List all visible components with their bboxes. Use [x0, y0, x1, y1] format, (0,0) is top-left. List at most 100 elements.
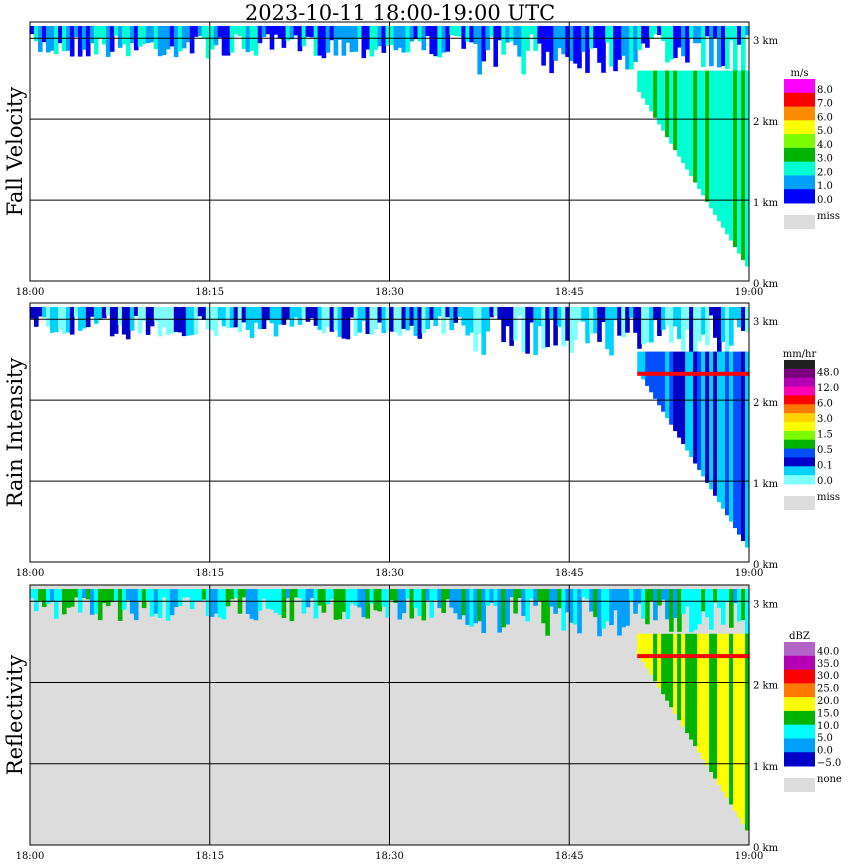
echo-column: [565, 589, 570, 613]
echo-column: [477, 589, 482, 622]
echo-column: [169, 589, 175, 616]
echo-column: [233, 307, 239, 328]
echo-column: [585, 26, 590, 73]
echo-column: [737, 307, 742, 328]
echo-column: [77, 589, 83, 613]
legend-swatch: [784, 439, 815, 450]
bright-band: [709, 654, 714, 659]
echo-column: [225, 307, 231, 329]
echo-column: [729, 307, 734, 346]
echo-column: [413, 26, 419, 40]
bright-band: [733, 371, 738, 376]
echo-column: [701, 351, 706, 477]
echo-column: [653, 307, 658, 321]
echo-column: [317, 307, 323, 330]
echo-column: [541, 589, 546, 624]
bright-band: [689, 654, 694, 659]
echo-column: [737, 589, 742, 622]
echo-column: [157, 26, 163, 57]
echo-column: [453, 26, 458, 37]
echo-column: [685, 589, 690, 607]
echo-column: [173, 589, 179, 607]
echo-column: [681, 307, 686, 351]
echo-column: [157, 589, 163, 618]
echo-column: [645, 351, 650, 386]
echo-column: [261, 589, 267, 599]
echo-column: [589, 307, 594, 334]
echo-column: [237, 26, 243, 36]
bright-band: [721, 371, 726, 376]
echo-column: [141, 589, 147, 609]
echo-column: [461, 589, 466, 616]
echo-column: [73, 589, 79, 598]
bright-band: [717, 371, 722, 376]
echo-column: [38, 26, 43, 52]
echo-column: [705, 589, 710, 618]
x-tick-label: 18:30: [375, 568, 404, 579]
echo-column: [649, 70, 654, 112]
echo-column: [577, 26, 582, 69]
echo-column: [597, 589, 602, 637]
echo-column: [577, 589, 582, 634]
echo-column: [545, 589, 550, 636]
y-tick-label: 1 km: [753, 479, 779, 490]
legend-label: 0.0: [817, 476, 833, 487]
echo-column: [709, 307, 714, 316]
echo-column: [58, 589, 63, 601]
echo-column: [30, 307, 35, 319]
legend-swatch: [784, 475, 815, 485]
echo-column: [501, 26, 506, 55]
echo-column: [397, 307, 403, 336]
bright-band: [665, 371, 670, 376]
echo-column: [193, 307, 199, 335]
echo-column: [513, 307, 518, 341]
echo-column: [58, 307, 63, 330]
echo-column: [161, 307, 167, 328]
echo-column: [525, 307, 530, 354]
legend-label: 30.0: [817, 671, 839, 682]
legend-label-missing: miss: [817, 211, 840, 222]
bright-band: [661, 654, 666, 659]
echo-column: [197, 26, 203, 36]
legend-swatch: [784, 368, 815, 379]
echo-column: [701, 633, 706, 760]
bright-band: [677, 654, 682, 659]
echo-column: [673, 70, 678, 151]
echo-column: [285, 26, 291, 41]
echo-column: [741, 26, 746, 73]
echo-column: [681, 70, 686, 164]
echo-column: [505, 589, 510, 625]
echo-column: [717, 70, 722, 222]
echo-column: [601, 307, 606, 323]
echo-column: [585, 307, 590, 344]
echo-column: [173, 26, 179, 57]
x-tick-label: 18:45: [555, 568, 584, 579]
echo-column: [54, 26, 59, 54]
echo-column: [397, 26, 403, 48]
echo-column: [733, 70, 738, 248]
echo-column: [705, 307, 710, 346]
echo-column: [545, 307, 550, 348]
echo-column: [81, 589, 87, 598]
echo-column: [561, 589, 566, 631]
echo-column: [285, 307, 291, 319]
bright-band: [713, 371, 718, 376]
legend-swatch: [784, 360, 815, 370]
echo-column: [205, 589, 211, 616]
echo-column: [677, 589, 682, 632]
echo-column: [229, 26, 235, 53]
panel-frame: [29, 302, 750, 563]
echo-column: [657, 589, 662, 606]
legend-label: 2.0: [817, 167, 833, 178]
echo-column: [313, 307, 319, 326]
echo-column: [313, 589, 319, 619]
legend-swatch-missing: [784, 496, 815, 510]
echo-column: [693, 307, 698, 353]
echo-column: [461, 307, 466, 326]
echo-column: [42, 589, 47, 607]
echo-column: [561, 26, 566, 55]
echo-column: [117, 26, 123, 48]
echo-column: [133, 589, 139, 621]
bright-band: [685, 371, 690, 376]
echo-column: [301, 26, 307, 47]
